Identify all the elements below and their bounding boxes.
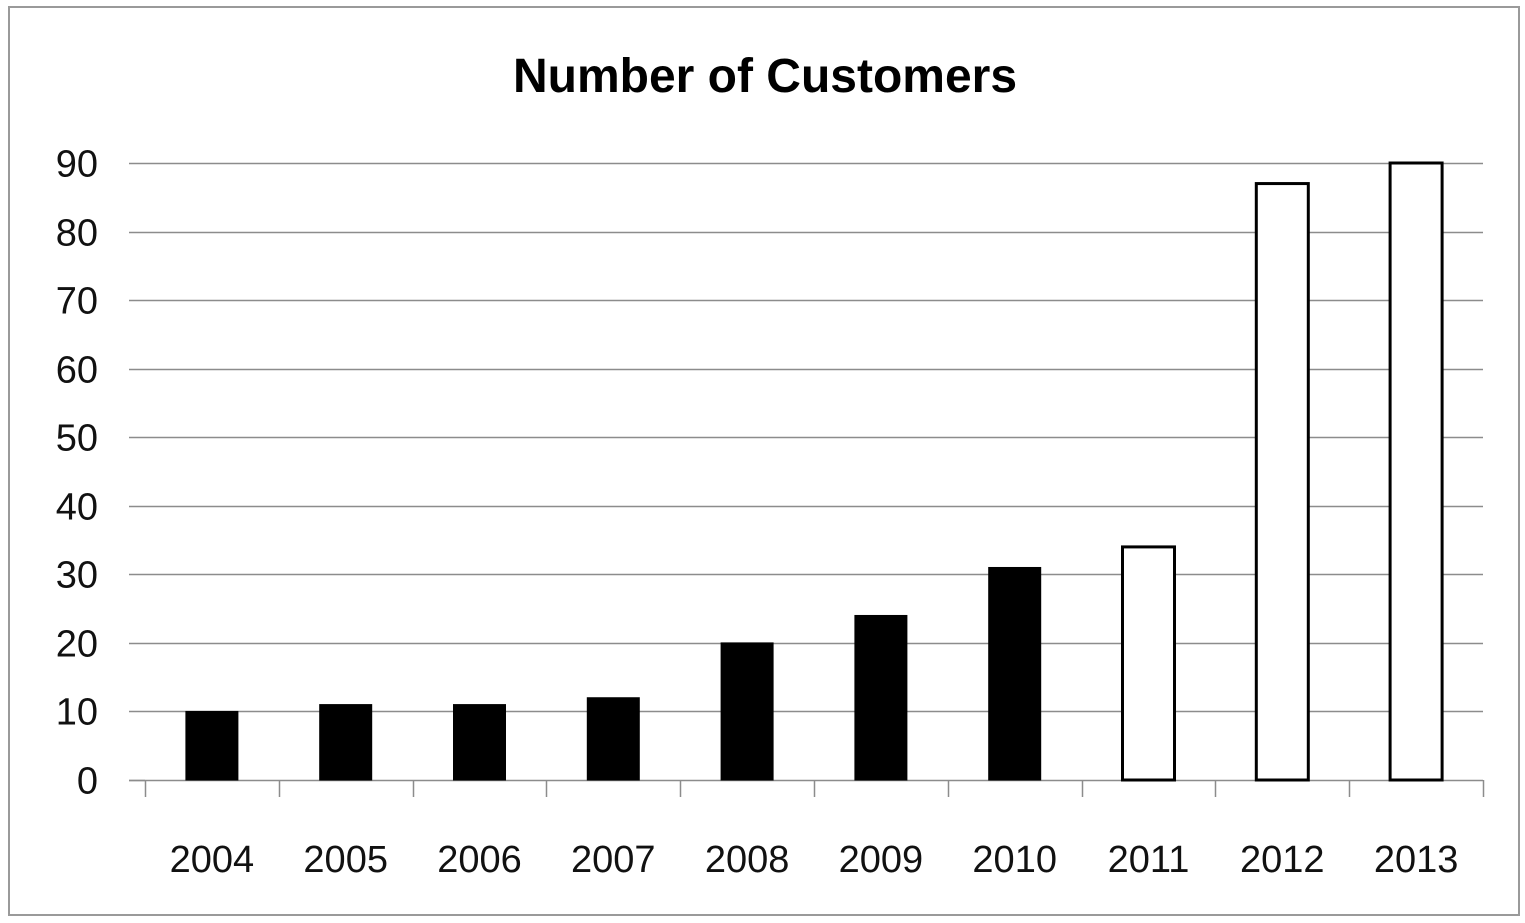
x-tick-label: 2006	[437, 839, 522, 881]
y-tick-label: 90	[56, 144, 98, 186]
bar	[586, 697, 640, 781]
y-tick-label: 10	[56, 692, 98, 734]
x-tick-label: 2007	[571, 839, 656, 881]
bar	[854, 614, 908, 781]
x-tick-label: 2009	[839, 839, 924, 881]
bar	[988, 566, 1042, 781]
y-tick-label: 30	[56, 555, 98, 597]
bar	[1254, 182, 1310, 782]
x-tick-labels: 2004 2005 2006 2007 2008 2009 2010 2011 2012 2013	[170, 839, 1459, 881]
x-tick-label: 2011	[1108, 839, 1190, 881]
y-tick-label: 70	[56, 281, 98, 323]
x-tick-label: 2004	[170, 839, 255, 881]
chart-title: Number of Customers	[513, 50, 1017, 103]
bars	[185, 161, 1444, 782]
bar	[1388, 161, 1444, 782]
bar	[185, 710, 239, 781]
y-tick-label: 60	[56, 350, 98, 392]
y-tick-label: 80	[56, 213, 98, 255]
y-tick-label: 50	[56, 418, 98, 460]
y-tick-label: 40	[56, 487, 98, 529]
x-tick-label: 2013	[1374, 839, 1459, 881]
bar	[319, 704, 373, 781]
x-tick-label: 2012	[1240, 839, 1325, 881]
x-tick-label: 2005	[303, 839, 388, 881]
y-tick-label: 0	[77, 761, 98, 803]
bar	[453, 704, 506, 781]
y-tick-label: 20	[56, 624, 98, 666]
bar	[1121, 545, 1176, 782]
x-tick-label: 2010	[972, 839, 1057, 881]
y-axis: 0 10 20 30 40 50 60 70 80 90	[56, 144, 98, 803]
x-tick-label: 2008	[705, 839, 790, 881]
x-axis	[129, 779, 1485, 797]
bar	[720, 642, 774, 781]
